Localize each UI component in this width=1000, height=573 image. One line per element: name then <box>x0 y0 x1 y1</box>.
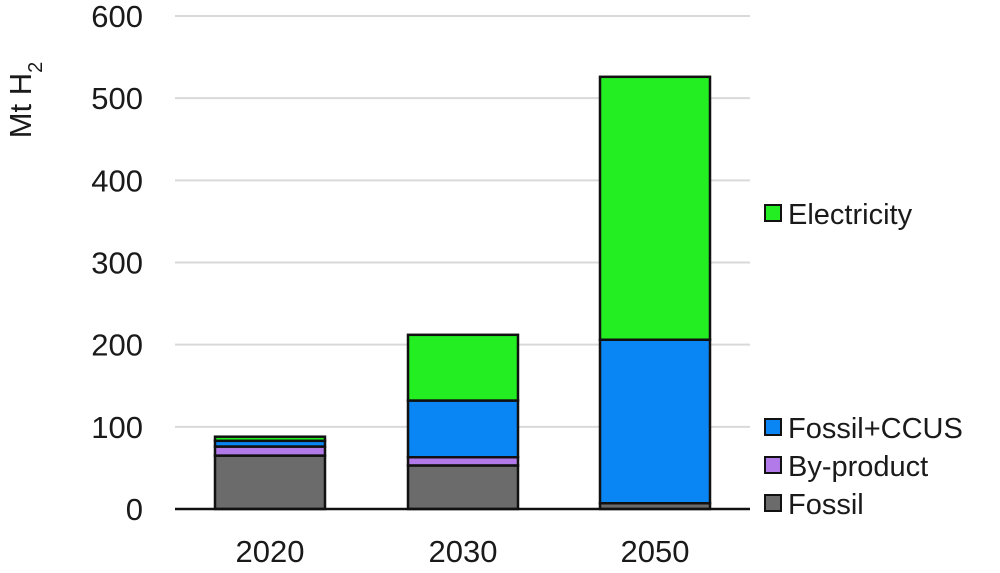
legend-swatch <box>764 418 782 436</box>
x-tick-label: 2020 <box>236 534 305 569</box>
bar-segment-fossil-ccus <box>598 338 712 505</box>
bar-segment-by-product <box>213 445 327 457</box>
bar-segment-electricity <box>598 75 712 341</box>
x-axis-ticks: 2020 2030 2050 <box>236 534 690 569</box>
x-tick-label: 2050 <box>621 534 690 569</box>
legend-item-by-product: By-product <box>764 451 928 483</box>
bars <box>213 75 712 511</box>
y-tick-label: 400 <box>91 163 143 198</box>
bar-segment-fossil <box>406 464 520 511</box>
legend-swatch <box>764 204 782 222</box>
legend-label: Electricity <box>788 199 913 231</box>
legend-label: By-product <box>788 451 928 483</box>
y-tick-label: 0 <box>126 492 143 527</box>
y-tick-label: 300 <box>91 246 143 281</box>
legend-label: Fossil+CCUS <box>788 413 963 445</box>
legend-item-electricity: Electricity <box>764 199 913 231</box>
bar-stack-2020 <box>213 435 327 511</box>
y-tick-label: 500 <box>91 81 143 116</box>
y-axis-label-subscript: 2 <box>25 62 47 73</box>
y-tick-label: 100 <box>91 410 143 445</box>
legend-swatch <box>764 456 782 474</box>
legend-label: Fossil <box>788 489 864 521</box>
x-tick-label: 2030 <box>429 534 498 569</box>
y-axis-ticks: 0 100 200 300 400 500 600 <box>91 0 143 527</box>
bar-stack-2050 <box>598 75 712 511</box>
bar-segment-fossil <box>213 454 327 511</box>
legend: Fossil By-product Fossil+CCUS Electricity <box>764 199 963 521</box>
legend-item-fossil: Fossil <box>764 489 864 521</box>
bar-segment-fossil-ccus <box>406 399 520 459</box>
legend-swatch <box>764 494 782 512</box>
y-tick-label: 200 <box>91 328 143 363</box>
bar-stack-2030 <box>406 333 520 511</box>
y-axis-label: Mt H2 <box>3 62 47 139</box>
y-tick-label: 600 <box>91 0 143 34</box>
y-axis-label-main: Mt H <box>3 73 38 138</box>
bar-segment-electricity <box>406 333 520 402</box>
bar-segment-electricity <box>213 435 327 443</box>
legend-item-fossil-ccus: Fossil+CCUS <box>764 413 963 445</box>
